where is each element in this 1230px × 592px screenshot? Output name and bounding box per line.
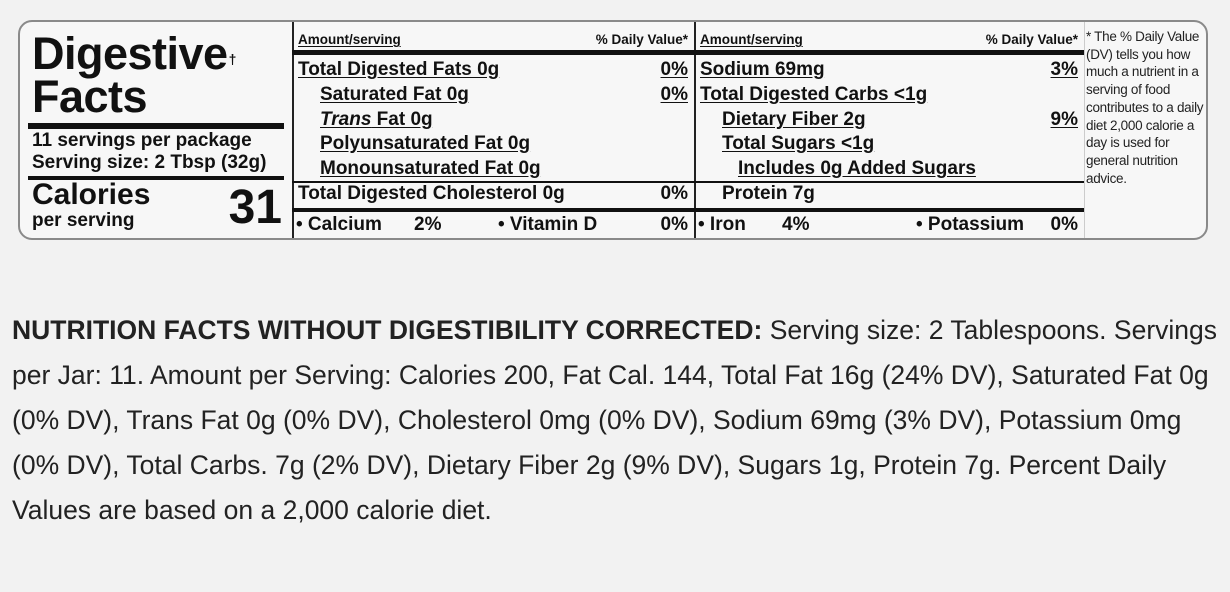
label-middle-column: Amount/serving % Daily Value* Total Dige… — [292, 22, 696, 238]
title-line-2: Facts — [32, 71, 148, 122]
nutrient-name: Includes 0g Added Sugars — [738, 158, 976, 179]
mineral-divider — [292, 208, 694, 212]
nutrient-dv: 3% — [1050, 59, 1078, 80]
daily-value-footnote: * The % Daily Value (DV) tells you how m… — [1086, 29, 1204, 186]
nutrient-dv: 0% — [660, 183, 688, 204]
nutrient-name-rest: Fat 0g — [371, 109, 433, 130]
nutrient-dv: 9% — [1050, 109, 1078, 130]
nutrient-row: Total Digested Cholesterol 0g 0% — [292, 182, 694, 206]
serving-rule — [28, 176, 284, 180]
row-divider — [694, 181, 1084, 183]
nutrient-name: Monounsaturated Fat 0g — [320, 158, 541, 179]
right-header-dv: % Daily Value* — [985, 32, 1078, 47]
row-divider — [292, 181, 694, 183]
middle-header-dv: % Daily Value* — [595, 32, 688, 47]
nutrient-row: Dietary Fiber 2g 9% — [694, 108, 1084, 132]
nutrient-dv: 0% — [660, 59, 688, 80]
potassium-value: 0% — [1050, 214, 1078, 235]
nutrient-dv: 0% — [660, 84, 688, 105]
paragraph-body: Serving size: 2 Tablespoons. Servings pe… — [12, 315, 1218, 525]
iron-value: 4% — [782, 214, 810, 235]
nutrient-row: Total Sugars <1g — [694, 132, 1084, 156]
nutrient-name: Total Digested Cholesterol 0g — [298, 183, 565, 204]
digestive-facts-label: Digestive† Facts 11 servings per package… — [18, 20, 1208, 240]
potassium-label: • Potassium — [916, 214, 1025, 235]
nutrient-name: Trans Fat 0g — [320, 108, 433, 132]
nutrient-name-italic: Trans — [320, 109, 372, 130]
nutrient-name: Dietary Fiber 2g — [722, 109, 866, 130]
nutrient-row: Trans Fat 0g — [292, 108, 694, 132]
nutrient-row: Sodium 69mg 3% — [694, 58, 1084, 82]
middle-header: Amount/serving % Daily Value* — [292, 30, 694, 55]
servings-per-package: 11 servings per package — [32, 130, 252, 151]
nutrient-row: Includes 0g Added Sugars — [694, 157, 1084, 181]
right-header-amount: Amount/serving — [700, 32, 803, 47]
label-right-column: Amount/serving % Daily Value* Sodium 69m… — [694, 22, 1085, 238]
calories-value: 31 — [228, 181, 282, 234]
calcium-value: 2% — [414, 214, 442, 235]
nutrient-name: Sodium 69mg — [700, 59, 825, 80]
nutrition-facts-paragraph: NUTRITION FACTS WITHOUT DIGESTIBILITY CO… — [12, 308, 1217, 533]
title-rule — [28, 123, 284, 129]
mineral-row: • Iron 4% • Potassium 0% — [694, 213, 1084, 237]
title-dagger: † — [228, 51, 237, 67]
label-title: Digestive† Facts — [32, 31, 237, 119]
right-header: Amount/serving % Daily Value* — [694, 30, 1084, 55]
nutrient-row: Saturated Fat 0g 0% — [292, 83, 694, 107]
mineral-divider — [694, 208, 1084, 212]
mineral-row: • Calcium 2% • Vitamin D 0% — [292, 213, 694, 237]
calories-label: Calories — [32, 178, 151, 211]
serving-size: Serving size: 2 Tbsp (32g) — [32, 152, 267, 173]
vitamin-d-value: 0% — [660, 214, 688, 235]
nutrient-name: Polyunsaturated Fat 0g — [320, 133, 531, 154]
paragraph-heading: NUTRITION FACTS WITHOUT DIGESTIBILITY CO… — [12, 315, 763, 345]
nutrient-name: Total Digested Carbs <1g — [700, 84, 928, 105]
nutrient-row: Total Digested Fats 0g 0% — [292, 58, 694, 82]
nutrient-name: Total Digested Fats 0g — [298, 59, 500, 80]
nutrient-name: Saturated Fat 0g — [320, 84, 469, 105]
calcium-label: • Calcium — [296, 214, 382, 235]
nutrient-row: Protein 7g — [694, 182, 1084, 206]
nutrient-row: Total Digested Carbs <1g — [694, 83, 1084, 107]
label-left-column: Digestive† Facts 11 servings per package… — [20, 22, 294, 238]
vitamin-d-label: • Vitamin D — [498, 214, 598, 235]
nutrient-row: Monounsaturated Fat 0g — [292, 157, 694, 181]
nutrient-name: Protein 7g — [722, 183, 815, 204]
nutrient-name: Total Sugars <1g — [722, 133, 875, 154]
calories-sub-label: per serving — [32, 210, 135, 231]
iron-label: • Iron — [698, 214, 746, 235]
title-line-1: Digestive — [32, 28, 228, 79]
middle-header-amount: Amount/serving — [298, 32, 401, 47]
nutrient-row: Polyunsaturated Fat 0g — [292, 132, 694, 156]
